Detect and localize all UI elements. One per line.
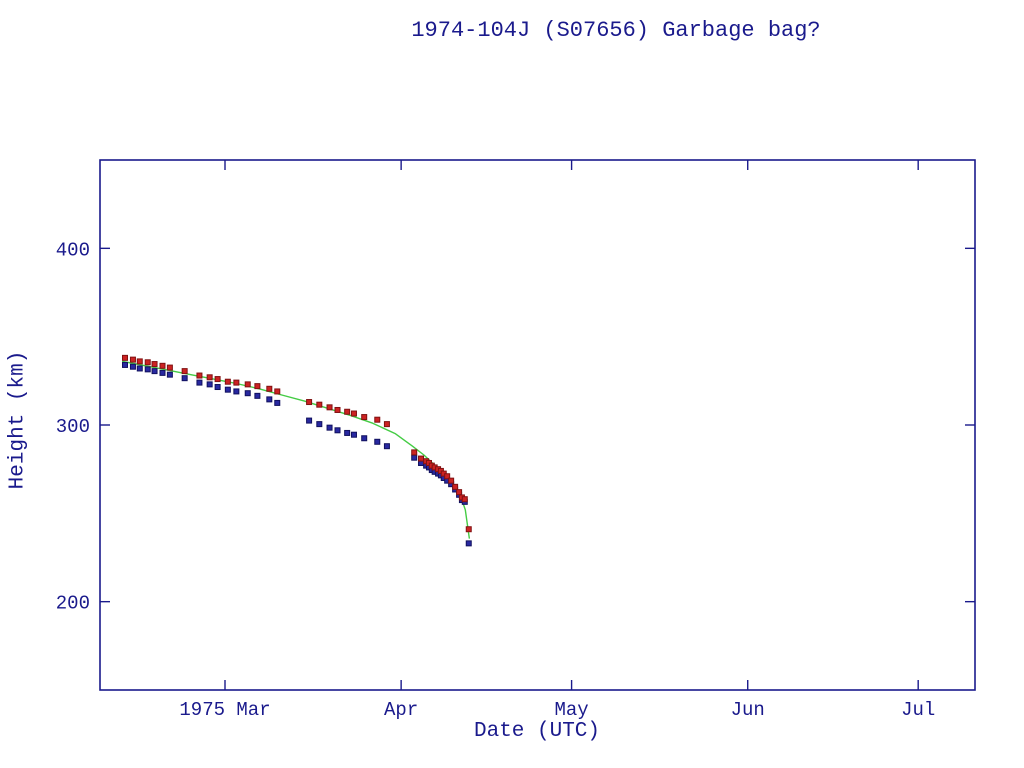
apogee-height-point — [344, 408, 351, 415]
perigee-height-point — [206, 381, 213, 388]
perigee-height-point — [274, 399, 281, 406]
perigee-height-point — [374, 438, 381, 445]
perigee-height-point — [465, 540, 472, 547]
x-tick-label: 1975 Mar — [179, 699, 270, 721]
apogee-height-point — [151, 361, 158, 368]
apogee-height-point — [326, 404, 333, 411]
apogee-height-point — [166, 364, 173, 371]
apogee-height-point — [383, 421, 390, 428]
apogee-height-point — [350, 410, 357, 417]
apogee-height-point — [334, 406, 341, 413]
apogee-height-point — [122, 354, 128, 361]
perigee-height-point — [334, 427, 341, 434]
perigee-height-point — [316, 421, 323, 428]
apogee-height-point — [448, 477, 455, 484]
perigee-height-point — [326, 424, 333, 431]
axis-frame — [99, 159, 976, 691]
apogee-height-point — [274, 388, 281, 395]
perigee-height-point — [122, 361, 128, 368]
perigee-height-point — [383, 443, 390, 450]
perigee-height-point — [344, 429, 351, 436]
perigee-height-point — [244, 390, 251, 397]
perigee-height-point — [350, 431, 357, 438]
apogee-height-point — [461, 496, 468, 503]
apogee-height-point — [206, 374, 213, 381]
apogee-height-point — [361, 414, 368, 421]
perigee-height-point — [136, 365, 143, 372]
apogee-height-point — [374, 416, 381, 423]
apogee-height-point — [136, 358, 143, 365]
apogee-height-point — [181, 368, 188, 375]
apogee-height-point — [254, 383, 261, 390]
y-tick-label: 400 — [56, 239, 90, 261]
y-tick-label: 200 — [56, 593, 90, 615]
perigee-height-point — [144, 366, 151, 373]
apogee-height-point — [144, 359, 151, 366]
perigee-height-point — [181, 375, 188, 382]
apogee-height-point — [456, 489, 463, 496]
perigee-height-point — [306, 417, 313, 424]
perigee-height-point — [233, 388, 240, 395]
apogee-height-point — [196, 372, 203, 379]
perigee-height-point — [196, 379, 203, 386]
apogee-height-point — [214, 376, 221, 383]
apogee-height-point — [224, 378, 231, 385]
perigee-height-point — [151, 368, 158, 375]
x-tick-label: Jul — [901, 699, 935, 721]
y-tick-label: 300 — [56, 416, 90, 438]
fit-line — [121, 360, 470, 539]
perigee-height-point — [214, 384, 221, 391]
apogee-height-point — [159, 362, 166, 369]
perigee-height-point — [266, 396, 273, 403]
x-tick-label: Jun — [731, 699, 765, 721]
perigee-height-point — [129, 363, 136, 370]
apogee-height-point — [266, 385, 273, 392]
apogee-height-point — [418, 455, 425, 462]
x-axis-label: Date (UTC) — [473, 720, 601, 743]
perigee-height-point — [159, 369, 166, 376]
perigee-height-point — [411, 454, 418, 461]
perigee-height-point — [166, 371, 173, 378]
apogee-height-point — [129, 356, 136, 363]
apogee-height-point — [316, 401, 323, 408]
apogee-height-point — [444, 473, 451, 480]
perigee-height-point — [254, 392, 261, 399]
perigee-height-point — [361, 435, 368, 442]
chart-title: 1974-104J (S07656) Garbage bag? — [411, 18, 821, 43]
apogee-height-point — [411, 449, 418, 456]
apogee-height-point — [244, 381, 251, 388]
apogee-height-point — [306, 399, 313, 406]
perigee-height-point — [224, 386, 231, 393]
x-tick-label: Apr — [384, 699, 418, 721]
x-tick-label: May — [554, 699, 588, 721]
apogee-height-point — [452, 483, 459, 490]
apogee-height-point — [465, 526, 472, 533]
apogee-height-point — [233, 379, 240, 386]
